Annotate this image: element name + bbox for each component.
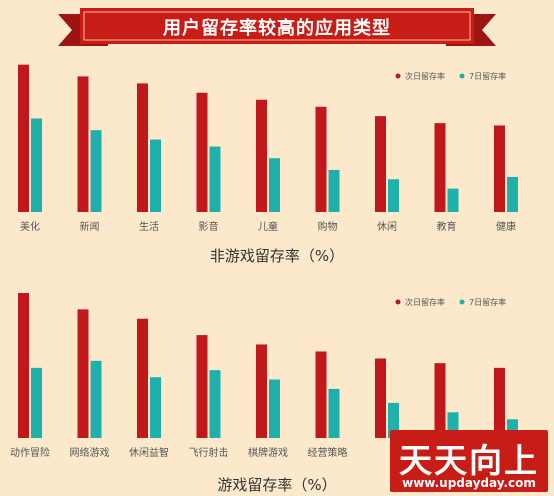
non-game-bar-next-day-1 (77, 76, 89, 212)
non-game-bar-next-day-5 (315, 106, 327, 212)
non-game-bar-seven-day-3 (209, 146, 221, 212)
game-bar-next-day-4 (256, 344, 267, 438)
title-banner (58, 8, 496, 46)
non-game-category-label-7: 教育 (437, 220, 457, 233)
non-game-bar-next-day-3 (196, 92, 208, 212)
game-bar-seven-day-1 (90, 360, 102, 438)
game-legend-marker-0 (395, 299, 401, 305)
non-game-category-label-2: 生活 (139, 220, 159, 233)
non-game-legend-label-1: 7日留存率 (469, 71, 506, 81)
game-bar-next-day-6 (375, 358, 386, 438)
game-bar-seven-day-4 (269, 379, 280, 438)
game-bar-seven-day-6 (388, 402, 399, 438)
non-game-bar-next-day-6 (375, 116, 386, 212)
non-game-bar-seven-day-4 (269, 158, 280, 212)
non-game-bar-seven-day-5 (328, 169, 340, 212)
non-game-category-label-8: 健康 (496, 220, 516, 233)
non-game-bar-next-day-0 (18, 64, 29, 212)
non-game-category-label-3: 影音 (199, 220, 219, 233)
game-bar-next-day-5 (315, 351, 327, 438)
non-game-bar-seven-day-8 (507, 176, 518, 212)
game-bar-seven-day-2 (150, 377, 161, 438)
game-category-label-5: 经营策略 (308, 446, 348, 459)
game-bar-seven-day-3 (209, 370, 221, 438)
game-retention-chart: 动作冒险 网络游戏 休闲益智 飞行射击 棋牌游戏 经营策略 次日留存率 7日留存率 (10, 293, 518, 459)
non-game-bar-next-day-8 (494, 125, 505, 212)
non-game-category-label-0: 美化 (20, 220, 40, 233)
non-game-category-label-5: 购物 (318, 220, 338, 233)
game-bar-next-day-1 (77, 309, 89, 438)
non-game-bar-next-day-4 (256, 99, 267, 212)
game-bar-seven-day-7 (447, 412, 459, 438)
game-category-label-2: 休闲益智 (129, 446, 169, 459)
game-bar-next-day-8 (494, 367, 505, 438)
watermark-main-text: 天天向上 (399, 441, 539, 480)
game-bar-seven-day-0 (31, 367, 42, 438)
non-game-bar-seven-day-1 (90, 130, 102, 212)
non-game-category-label-4: 儿童 (258, 220, 278, 233)
game-bar-seven-day-8 (507, 419, 518, 438)
banner-body (80, 8, 474, 44)
game-bar-next-day-0 (18, 293, 29, 438)
game-category-label-4: 棋牌游戏 (248, 446, 288, 459)
non-game-bar-seven-day-0 (31, 118, 42, 212)
game-legend-marker-1 (459, 299, 465, 305)
game-category-label-1: 网络游戏 (70, 446, 110, 459)
non-game-bar-seven-day-2 (150, 139, 161, 212)
non-game-retention-chart: 美化 新闻 生活 影音 儿童 购物 休闲 教育 健康 次日留存率 7日留存率 (18, 64, 518, 233)
game-bar-next-day-7 (434, 363, 446, 438)
game-legend-label-0: 次日留存率 (405, 297, 445, 307)
non-game-category-label-6: 休闲 (377, 220, 397, 233)
non-game-legend-marker-1 (459, 73, 465, 79)
game-bar-next-day-3 (196, 335, 208, 438)
non-game-chart-title: 非游戏留存率（%） (209, 247, 345, 265)
non-game-bar-seven-day-6 (388, 179, 399, 212)
non-game-bar-seven-day-7 (447, 188, 459, 212)
watermark-logo: 天天向上 www.updayday.com (390, 430, 548, 492)
game-category-label-3: 飞行射击 (189, 446, 229, 459)
watermark-url: www.updayday.com (402, 476, 536, 490)
non-game-category-label-1: 新闻 (80, 220, 100, 233)
game-bar-seven-day-5 (328, 388, 340, 438)
non-game-legend-label-0: 次日留存率 (405, 71, 445, 81)
non-game-bar-next-day-2 (137, 83, 148, 212)
game-legend-label-1: 7日留存率 (469, 297, 506, 307)
non-game-legend-marker-0 (395, 73, 401, 79)
game-chart-title: 游戏留存率（%） (217, 476, 337, 494)
page-title: 用户留存率较高的应用类型 (163, 18, 391, 39)
non-game-bar-next-day-7 (434, 123, 446, 212)
game-category-label-0: 动作冒险 (10, 446, 50, 459)
game-bar-next-day-2 (137, 318, 148, 438)
